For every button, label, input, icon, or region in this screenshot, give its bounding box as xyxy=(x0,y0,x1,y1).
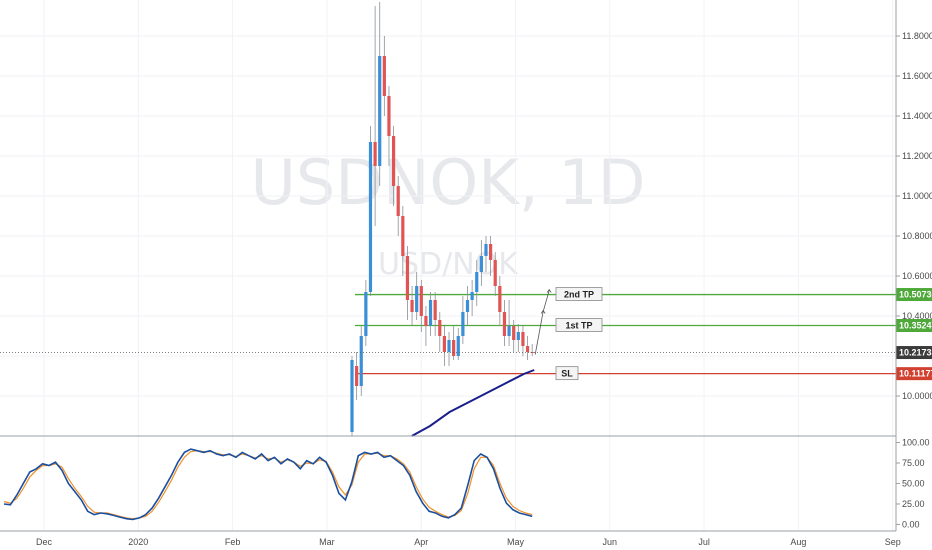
candle-body xyxy=(489,244,493,260)
stoch-tick-label: 0.00 xyxy=(902,519,920,529)
candle-body xyxy=(378,56,382,166)
moving-average xyxy=(411,369,535,437)
candle-body xyxy=(507,326,511,336)
arrow-to-tp2 xyxy=(542,290,550,312)
candle-body xyxy=(364,292,368,336)
stoch-tick-label: 25.00 xyxy=(902,499,925,509)
stoch-tick-label: 50.00 xyxy=(902,479,925,489)
candle-body xyxy=(516,332,520,340)
candle-body xyxy=(391,136,396,186)
candle-body xyxy=(396,186,400,216)
candle-body xyxy=(359,336,363,386)
level-axis-tag-label: 10.50730 xyxy=(899,290,932,300)
candle-body xyxy=(521,332,525,346)
stoch-d-line xyxy=(3,450,533,520)
projection-arrows xyxy=(534,288,552,355)
candle-body xyxy=(530,352,534,353)
price-tick-label: 11.60000 xyxy=(902,71,932,81)
candle-body xyxy=(461,312,465,336)
candle-body xyxy=(479,256,483,272)
candle-body xyxy=(502,312,507,336)
candle-body xyxy=(456,336,460,356)
time-tick-label: Mar xyxy=(319,537,335,547)
candle-body xyxy=(447,340,451,352)
time-tick-label: Jul xyxy=(698,537,710,547)
grid xyxy=(0,0,896,531)
level-note-label: 2nd TP xyxy=(564,290,594,300)
price-tick-label: 11.80000 xyxy=(902,31,932,41)
candle-body xyxy=(470,292,474,300)
candle-body xyxy=(484,244,488,256)
stochastic-pane: 0.00 25.00 50.00 75.00 100.00 xyxy=(3,438,930,529)
ma-line xyxy=(411,369,535,437)
price-axis: 10.0000010.2000010.4000010.6000010.80000… xyxy=(896,31,932,401)
level-note-box xyxy=(555,366,579,381)
candle-body xyxy=(387,96,391,136)
stoch-tick-label: 75.00 xyxy=(902,458,925,468)
candle-body xyxy=(512,326,516,340)
price-tick-label: 11.20000 xyxy=(902,151,932,161)
time-axis: Dec 2020 Feb Mar Apr May Jun Jul Aug Sep xyxy=(36,537,901,547)
candle-body xyxy=(493,260,497,286)
pair-watermark: USD/NOK xyxy=(378,247,519,282)
candle-body xyxy=(350,360,354,432)
candle-body xyxy=(498,286,502,312)
last-price-tag xyxy=(896,346,932,360)
candle-body xyxy=(373,142,377,166)
arrow-to-tp1 xyxy=(534,311,544,355)
candle-body xyxy=(415,286,419,312)
arrow-head xyxy=(546,288,552,293)
candle-body xyxy=(419,286,423,316)
candle-body xyxy=(442,336,446,352)
level-note-box xyxy=(555,287,603,301)
level-note-box xyxy=(555,318,603,332)
candle-body xyxy=(428,300,433,326)
candle-body xyxy=(368,142,373,292)
candle-body xyxy=(475,272,479,292)
time-tick-label: Dec xyxy=(36,537,53,547)
time-tick-label: Aug xyxy=(790,537,806,547)
last-price-label: 10.21733 xyxy=(899,348,932,358)
symbol-watermark: USDNOK, 1D xyxy=(251,146,646,219)
candle-body xyxy=(452,340,456,356)
time-tick-label: Sep xyxy=(885,537,901,547)
time-tick-label: 2020 xyxy=(128,537,148,547)
stoch-tick-label: 100.00 xyxy=(902,438,930,448)
candle-body xyxy=(433,300,437,320)
price-tick-label: 11.40000 xyxy=(902,111,932,121)
price-tick-label: 10.00000 xyxy=(902,391,932,401)
level-axis-tag-label: 10.11177 xyxy=(899,369,932,379)
candle-body xyxy=(438,320,442,336)
level-axis-tag xyxy=(896,319,932,333)
last-price: 10.21733 xyxy=(0,346,932,360)
price-tick-label: 11.00000 xyxy=(902,191,932,201)
time-tick-label: Jun xyxy=(603,537,618,547)
time-tick-label: Apr xyxy=(414,537,428,547)
candle-body xyxy=(410,300,414,312)
level-axis-tag xyxy=(896,288,932,302)
price-tick-label: 10.60000 xyxy=(902,271,932,281)
candle-body xyxy=(424,316,428,326)
candle-body xyxy=(355,366,359,386)
candle-body xyxy=(382,56,386,96)
level-note-label: 1st TP xyxy=(565,321,592,331)
candle-body xyxy=(525,346,530,352)
time-tick-label: May xyxy=(507,537,525,547)
trade-levels: 2nd TP 10.50730 1st TP 10.35247 SL 10.11177 xyxy=(355,287,932,381)
level-axis-tag-label: 10.35247 xyxy=(899,321,932,331)
time-tick-label: Feb xyxy=(225,537,241,547)
price-tick-label: 10.80000 xyxy=(902,231,932,241)
candles xyxy=(350,2,534,436)
price-tick-label: 10.40000 xyxy=(902,311,932,321)
candle-body xyxy=(465,300,470,312)
stoch-k-line xyxy=(3,448,533,521)
candle-body xyxy=(405,256,410,300)
level-note-label: SL xyxy=(561,369,573,379)
candle-body xyxy=(401,216,405,256)
level-axis-tag xyxy=(896,367,932,381)
